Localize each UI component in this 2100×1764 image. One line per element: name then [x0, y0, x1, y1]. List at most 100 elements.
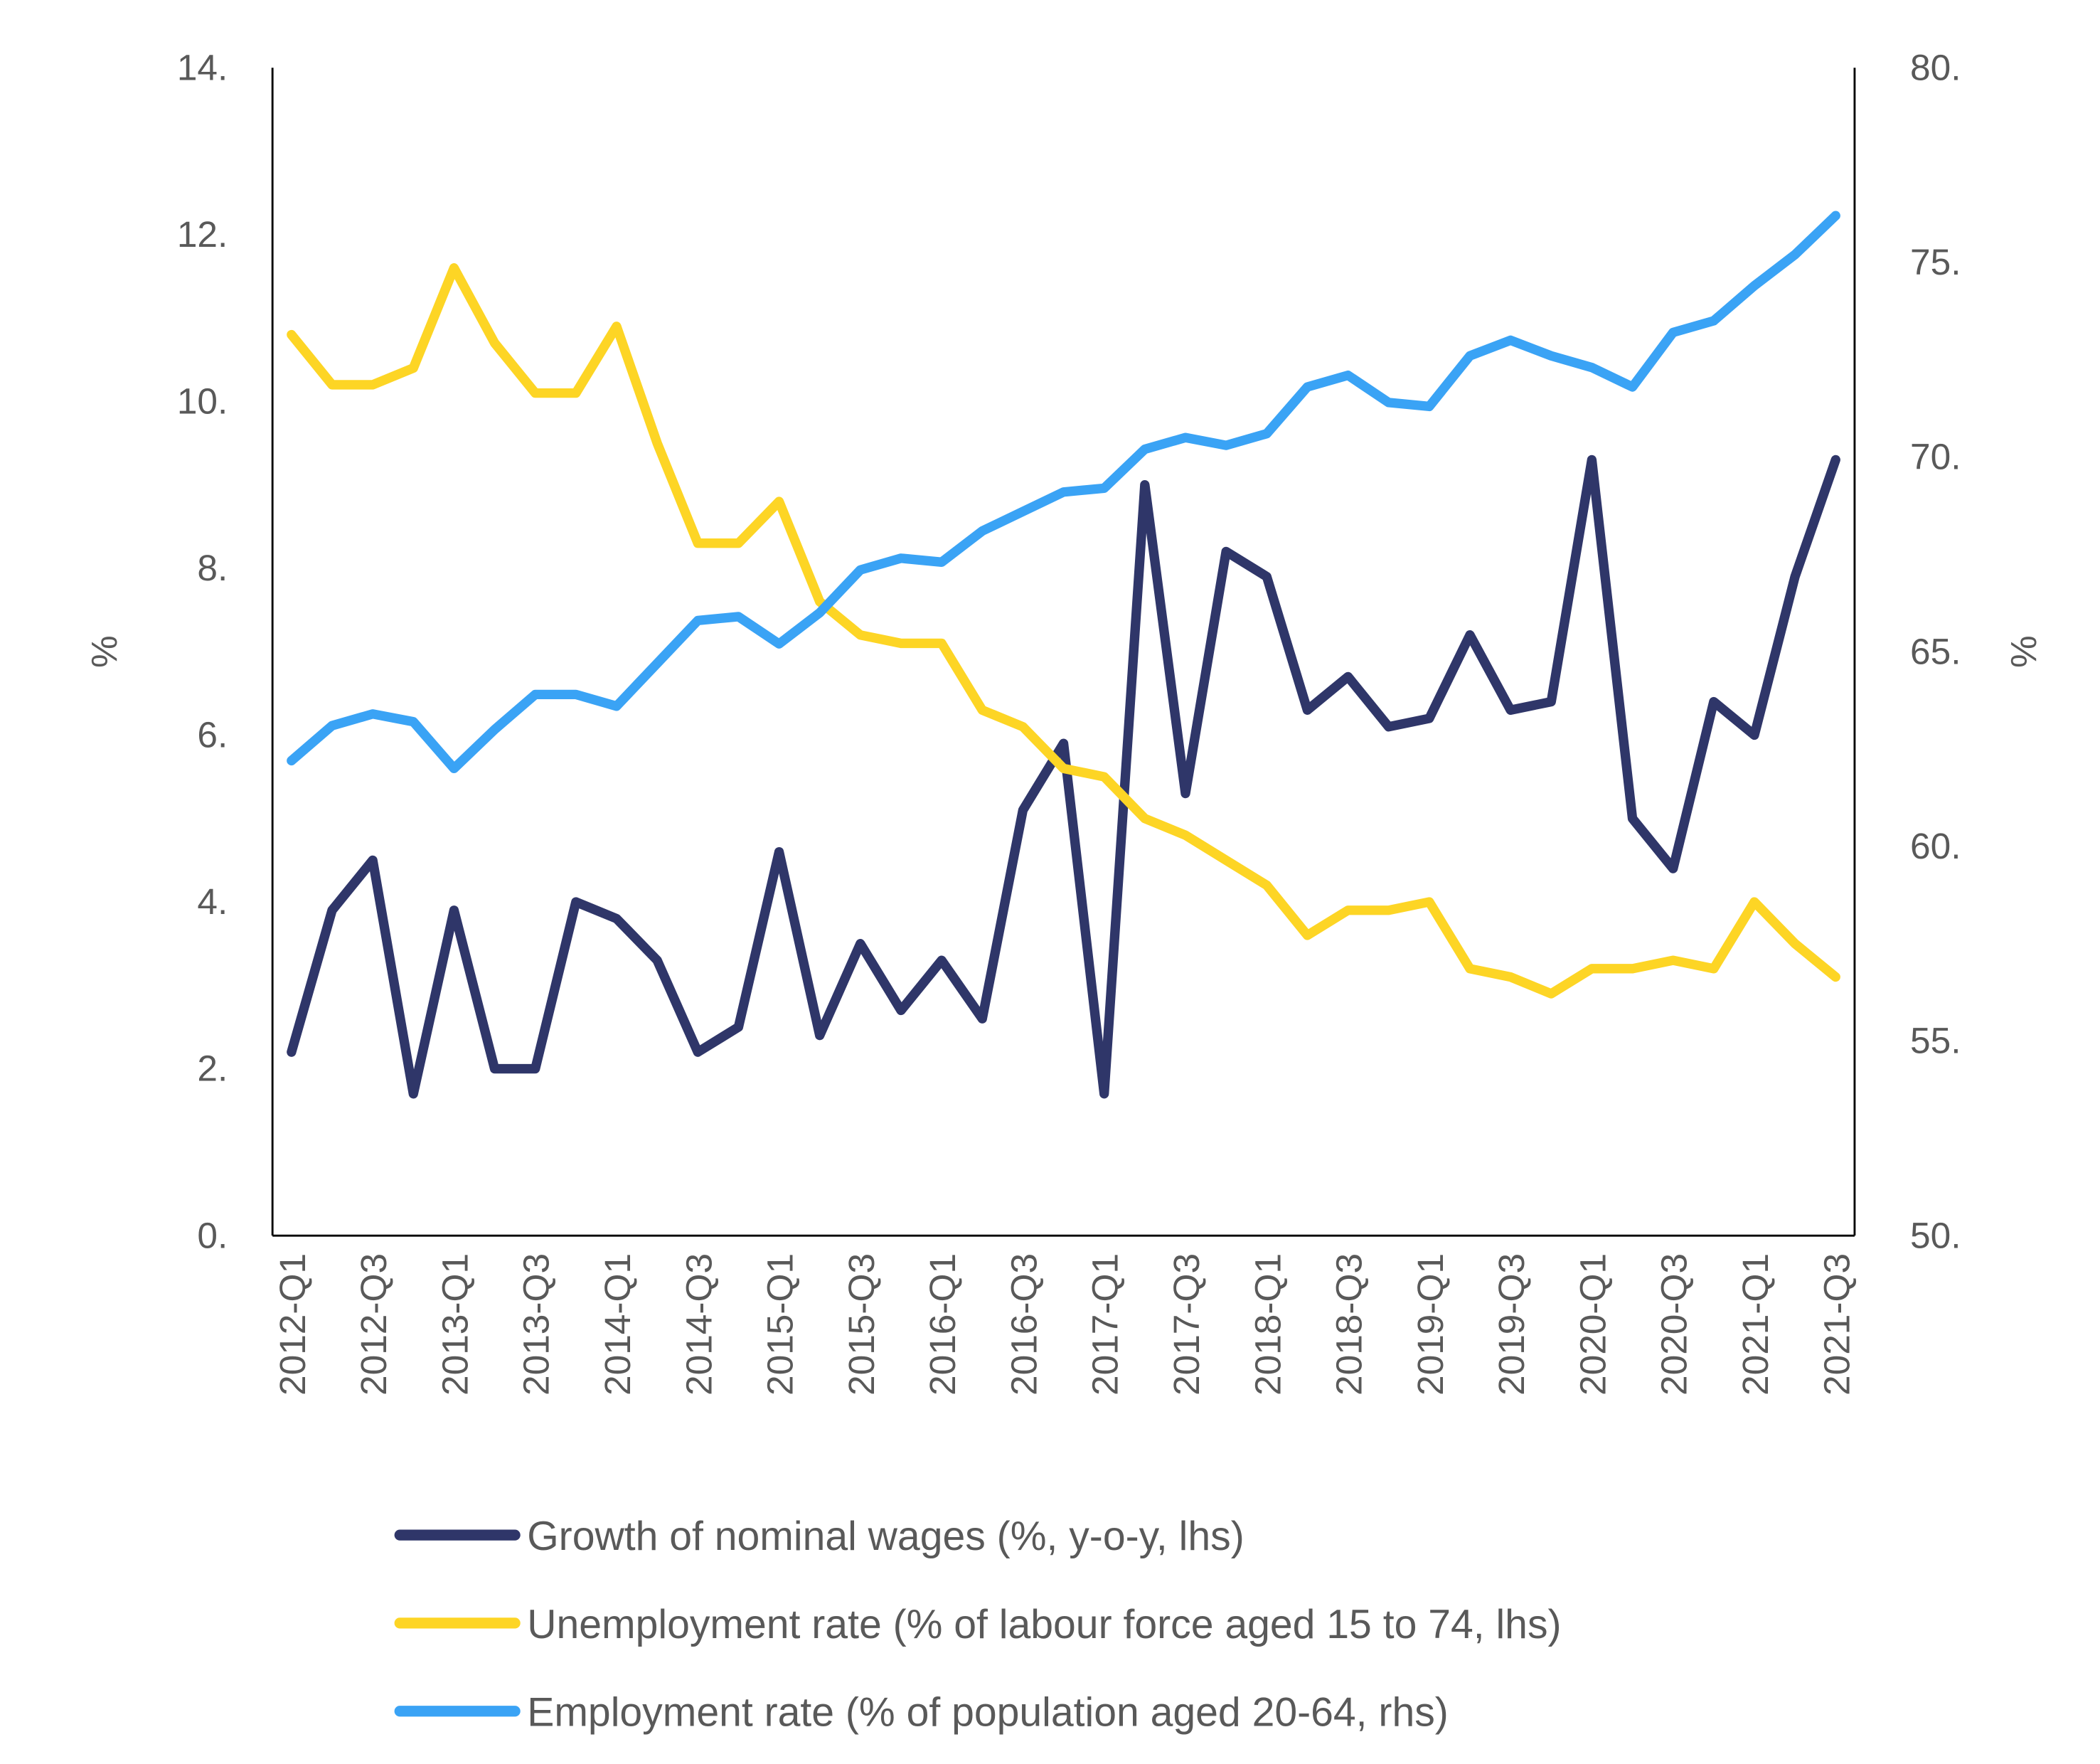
data-point [1264, 574, 1269, 579]
data-point [1102, 1091, 1107, 1096]
data-point [614, 324, 619, 329]
data-point [371, 858, 375, 863]
data-point [1264, 431, 1269, 436]
data-point [533, 692, 538, 697]
x-tick-label: 2012-Q1 [272, 1253, 313, 1396]
left-tick-label: 8. [197, 547, 228, 588]
data-point [492, 341, 497, 346]
data-point [1020, 808, 1025, 812]
data-point [939, 958, 944, 962]
right-tick-label: 50. [1910, 1214, 1961, 1255]
data-point [1386, 908, 1391, 913]
right-tick-label: 65. [1910, 630, 1961, 671]
data-point [289, 1050, 294, 1054]
data-point [1102, 775, 1107, 779]
data-point [1427, 900, 1432, 904]
data-point [1630, 966, 1635, 971]
x-tick-label: 2017-Q3 [1166, 1253, 1207, 1396]
x-tick-label: 2012-Q3 [353, 1253, 394, 1396]
data-point [817, 1033, 822, 1038]
data-point [655, 958, 659, 962]
data-point [1061, 489, 1066, 494]
data-point [533, 390, 538, 395]
data-point [858, 632, 863, 637]
data-point [573, 390, 578, 395]
data-point [1468, 354, 1472, 358]
x-tick-label: 2017-Q1 [1084, 1253, 1126, 1396]
data-point [1833, 974, 1838, 979]
left-tick-label: 4. [197, 881, 228, 922]
data-point [777, 499, 782, 504]
data-point [1833, 213, 1838, 218]
data-point [1793, 941, 1797, 946]
series-line-0 [287, 455, 1840, 1099]
data-point [1305, 385, 1310, 389]
data-point [1468, 632, 1472, 637]
x-tick-label: 2020-Q1 [1572, 1253, 1613, 1396]
data-point [1224, 858, 1228, 863]
data-point [411, 1091, 416, 1096]
left-tick-label: 14. [177, 46, 228, 87]
data-point [289, 332, 294, 337]
data-point [939, 641, 944, 646]
x-tick-label: 2018-Q1 [1247, 1253, 1288, 1396]
data-point [1142, 816, 1147, 821]
data-point [452, 265, 457, 270]
right-y-axis-label: % [2003, 635, 2044, 668]
data-point [1305, 708, 1310, 713]
x-tick-label: 2014-Q3 [678, 1253, 719, 1396]
data-point [1224, 549, 1228, 554]
data-point [573, 692, 578, 697]
data-point [614, 916, 619, 921]
data-point [736, 541, 741, 546]
data-point [1345, 674, 1350, 679]
data-point [1630, 385, 1635, 389]
data-point [330, 383, 334, 387]
data-point [1670, 958, 1675, 962]
data-point [817, 599, 822, 604]
x-tick-label: 2016-Q3 [1003, 1253, 1044, 1396]
data-point [736, 615, 741, 619]
data-point [777, 642, 782, 647]
data-point [777, 849, 782, 854]
x-tick-label: 2020-Q3 [1653, 1253, 1695, 1396]
data-point [695, 1050, 700, 1054]
x-tick-label: 2016-Q1 [922, 1253, 963, 1396]
data-point [1711, 319, 1716, 323]
x-tick-label: 2018-Q3 [1328, 1253, 1370, 1396]
data-point [1793, 253, 1797, 257]
right-tick-label: 75. [1910, 241, 1961, 282]
data-point [858, 941, 863, 946]
right-tick-label: 60. [1910, 825, 1961, 866]
data-point [614, 703, 619, 708]
data-point [1468, 966, 1472, 971]
right-tick-label: 80. [1910, 46, 1961, 87]
data-point [492, 1066, 497, 1071]
data-point [655, 661, 659, 666]
data-point [1752, 733, 1757, 738]
data-point [980, 528, 985, 533]
x-tick-label: 2015-Q1 [759, 1253, 801, 1396]
left-tick-label: 0. [197, 1214, 228, 1255]
data-point [980, 1016, 985, 1021]
data-point [330, 723, 334, 728]
right-tick-label: 70. [1910, 436, 1961, 477]
data-point [1589, 457, 1594, 462]
data-point [411, 366, 416, 371]
data-point [1305, 933, 1310, 937]
data-point [411, 719, 416, 724]
x-tick-label: 2021-Q3 [1816, 1253, 1857, 1396]
data-point [1711, 966, 1716, 971]
legend-label: Employment rate (% of population aged 20… [527, 1690, 1449, 1736]
x-tick-label: 2013-Q3 [516, 1253, 557, 1396]
x-tick-label: 2019-Q1 [1409, 1253, 1451, 1396]
left-y-axis: 0. 2. 4. 6. 8. 10. 12. 14. [177, 46, 228, 1255]
legend-label: Growth of nominal wages (%, y-o-y, lhs) [527, 1514, 1244, 1559]
data-point [899, 1008, 903, 1013]
legend-label: Unemployment rate (% of labour force age… [527, 1602, 1561, 1647]
legend: Growth of nominal wages (%, y-o-y, lhs) U… [394, 1514, 1562, 1736]
data-point [1264, 883, 1269, 888]
data-point [980, 708, 985, 713]
data-point [573, 900, 578, 904]
